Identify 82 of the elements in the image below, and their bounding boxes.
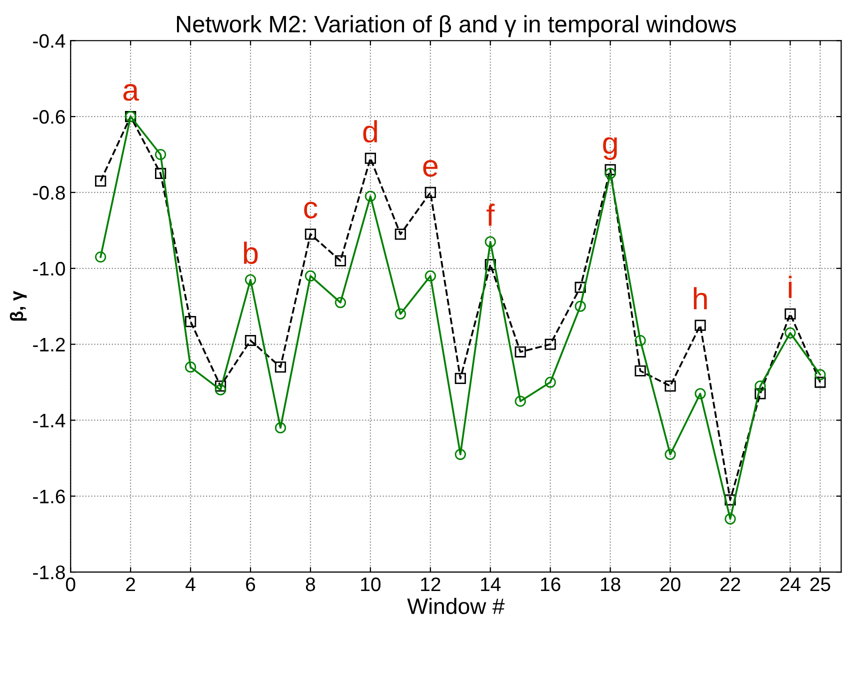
point xyxy=(664,448,676,460)
point xyxy=(155,148,166,160)
point xyxy=(424,270,436,282)
point xyxy=(95,176,106,187)
point xyxy=(784,308,796,320)
y-tick-label: -1.4 xyxy=(33,414,66,428)
x-tick-label: 25 xyxy=(810,577,830,592)
x-tick-label: 14 xyxy=(481,578,501,592)
point xyxy=(544,376,556,388)
point xyxy=(334,296,346,308)
point xyxy=(814,376,826,388)
point xyxy=(214,380,226,392)
x-tick-label: 10 xyxy=(361,577,380,592)
annotation: f xyxy=(486,204,495,226)
point xyxy=(634,334,646,346)
point xyxy=(274,362,286,373)
point xyxy=(544,338,556,350)
y-tick-label: -0.6 xyxy=(33,110,65,124)
point xyxy=(514,346,526,358)
point xyxy=(814,369,826,380)
point xyxy=(694,388,706,400)
point xyxy=(184,362,196,373)
point xyxy=(184,316,196,328)
point xyxy=(634,365,646,376)
point xyxy=(454,372,466,384)
point xyxy=(394,308,406,320)
y-tick-label: -1.6 xyxy=(33,490,65,504)
x-tick-label: 24 xyxy=(780,577,800,592)
point xyxy=(155,168,166,180)
point xyxy=(574,282,586,293)
x-tick-label: 6 xyxy=(246,577,256,592)
point xyxy=(484,236,496,248)
x-tick-label: 2 xyxy=(126,577,135,592)
point xyxy=(244,274,256,286)
x-tick-label: 8 xyxy=(306,577,316,592)
point xyxy=(574,300,586,312)
point xyxy=(454,448,466,460)
x-axis-title: Window # xyxy=(407,598,505,614)
point xyxy=(664,380,676,392)
annotation: a xyxy=(123,84,140,101)
x-tick-label: 22 xyxy=(720,577,740,592)
y-tick-label: -1.2 xyxy=(33,338,65,352)
y-tick-label: -1.8 xyxy=(33,566,65,580)
point xyxy=(694,320,706,331)
point xyxy=(754,388,766,400)
point xyxy=(95,251,106,263)
point xyxy=(484,259,496,270)
annotation: g xyxy=(603,137,617,160)
point xyxy=(754,380,766,392)
point xyxy=(424,186,436,198)
point xyxy=(514,396,526,407)
point xyxy=(304,228,316,240)
x-tick-label: 0 xyxy=(66,577,76,592)
point xyxy=(364,190,376,202)
point xyxy=(214,384,226,396)
point xyxy=(274,422,286,434)
point xyxy=(304,270,316,282)
point xyxy=(244,334,256,346)
x-tick-label: 18 xyxy=(600,577,620,592)
y-tick-label: -1.0 xyxy=(33,262,65,276)
point xyxy=(394,228,406,240)
x-tick-label: 16 xyxy=(541,577,560,592)
annotation: e xyxy=(423,160,438,177)
point xyxy=(604,164,616,176)
annotation: i xyxy=(788,276,792,298)
point xyxy=(784,327,796,338)
annotation: h xyxy=(694,287,707,310)
x-tick-label: 20 xyxy=(660,577,680,592)
chart-title: Network M2: Variation of β and γ in temporal windows xyxy=(177,15,736,38)
x-tick-label: 4 xyxy=(186,578,196,592)
annotation: c xyxy=(304,202,318,218)
y-axis-title: β, γ xyxy=(10,290,27,321)
point xyxy=(604,168,616,180)
point xyxy=(334,255,346,266)
y-tick-label: -0.4 xyxy=(33,34,66,48)
point xyxy=(724,513,736,524)
x-tick-label: 12 xyxy=(421,577,440,592)
point xyxy=(724,494,736,506)
point xyxy=(364,152,376,164)
annotation: b xyxy=(244,242,258,264)
y-tick-label: -0.8 xyxy=(33,186,65,200)
annotation: d xyxy=(363,120,377,143)
